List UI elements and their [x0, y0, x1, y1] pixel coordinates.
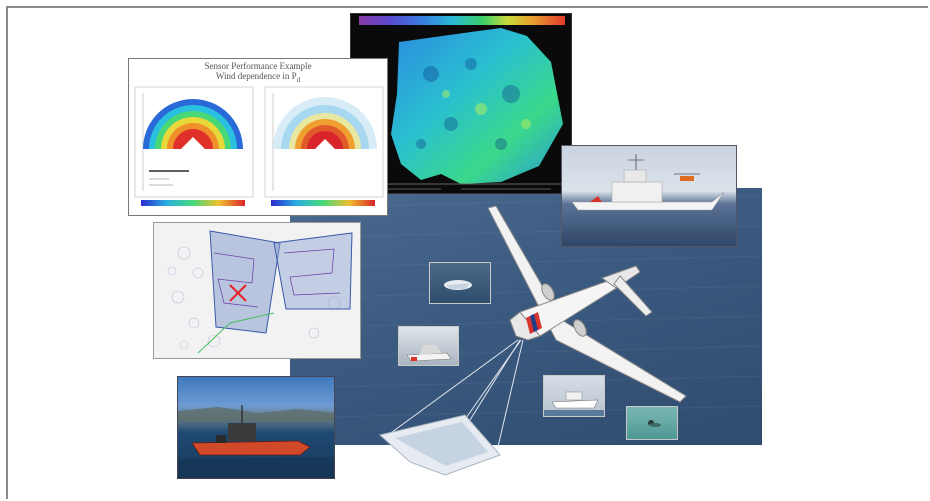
- radar-wind-map-icon: [351, 28, 571, 190]
- sensor-colorbar-right: [271, 200, 375, 206]
- sensor-plot-right: [264, 86, 384, 198]
- boat-in-water-icon: [444, 280, 472, 290]
- sensor-rainbow-plots: [134, 86, 384, 206]
- cutter-ship-icon: [571, 154, 725, 211]
- radar-colorbar: [359, 16, 565, 25]
- person-in-water-icon: [648, 420, 661, 427]
- sensor-chart-title: Sensor Performance Example Wind dependen…: [129, 61, 387, 85]
- target-thumbnail-1: [429, 262, 491, 304]
- rigid-inflatable-boat-photo: [177, 376, 335, 479]
- search-coverage-map: [153, 222, 361, 359]
- target-thumbnail-4: [626, 406, 678, 440]
- life-raft-icon: [406, 345, 452, 362]
- target-thumbnail-2: [398, 326, 459, 366]
- fishing-boat-icon: [544, 391, 604, 416]
- sensor-chart-title-line1: Sensor Performance Example: [204, 61, 312, 71]
- target-thumbnail-3: [543, 375, 605, 417]
- sensor-colorbar-left: [141, 200, 245, 206]
- radar-wind-map: [350, 13, 572, 194]
- sensor-beam: [378, 339, 524, 476]
- aircraft-body: [487, 205, 687, 403]
- sensor-chart-title-line2: Wind dependence in Pd: [215, 71, 301, 84]
- rib-boat-icon: [178, 405, 334, 478]
- slide-frame: [6, 6, 928, 499]
- patrol-aircraft-icon: [378, 205, 687, 476]
- cutter-ship-photo: [561, 145, 737, 247]
- sensor-performance-chart: Sensor Performance Example Wind dependen…: [128, 58, 388, 216]
- search-coverage-map-icon: [167, 230, 353, 354]
- target-x-marker: [229, 284, 247, 302]
- sensor-plot-left: [134, 86, 254, 198]
- search-box-2: [273, 232, 353, 310]
